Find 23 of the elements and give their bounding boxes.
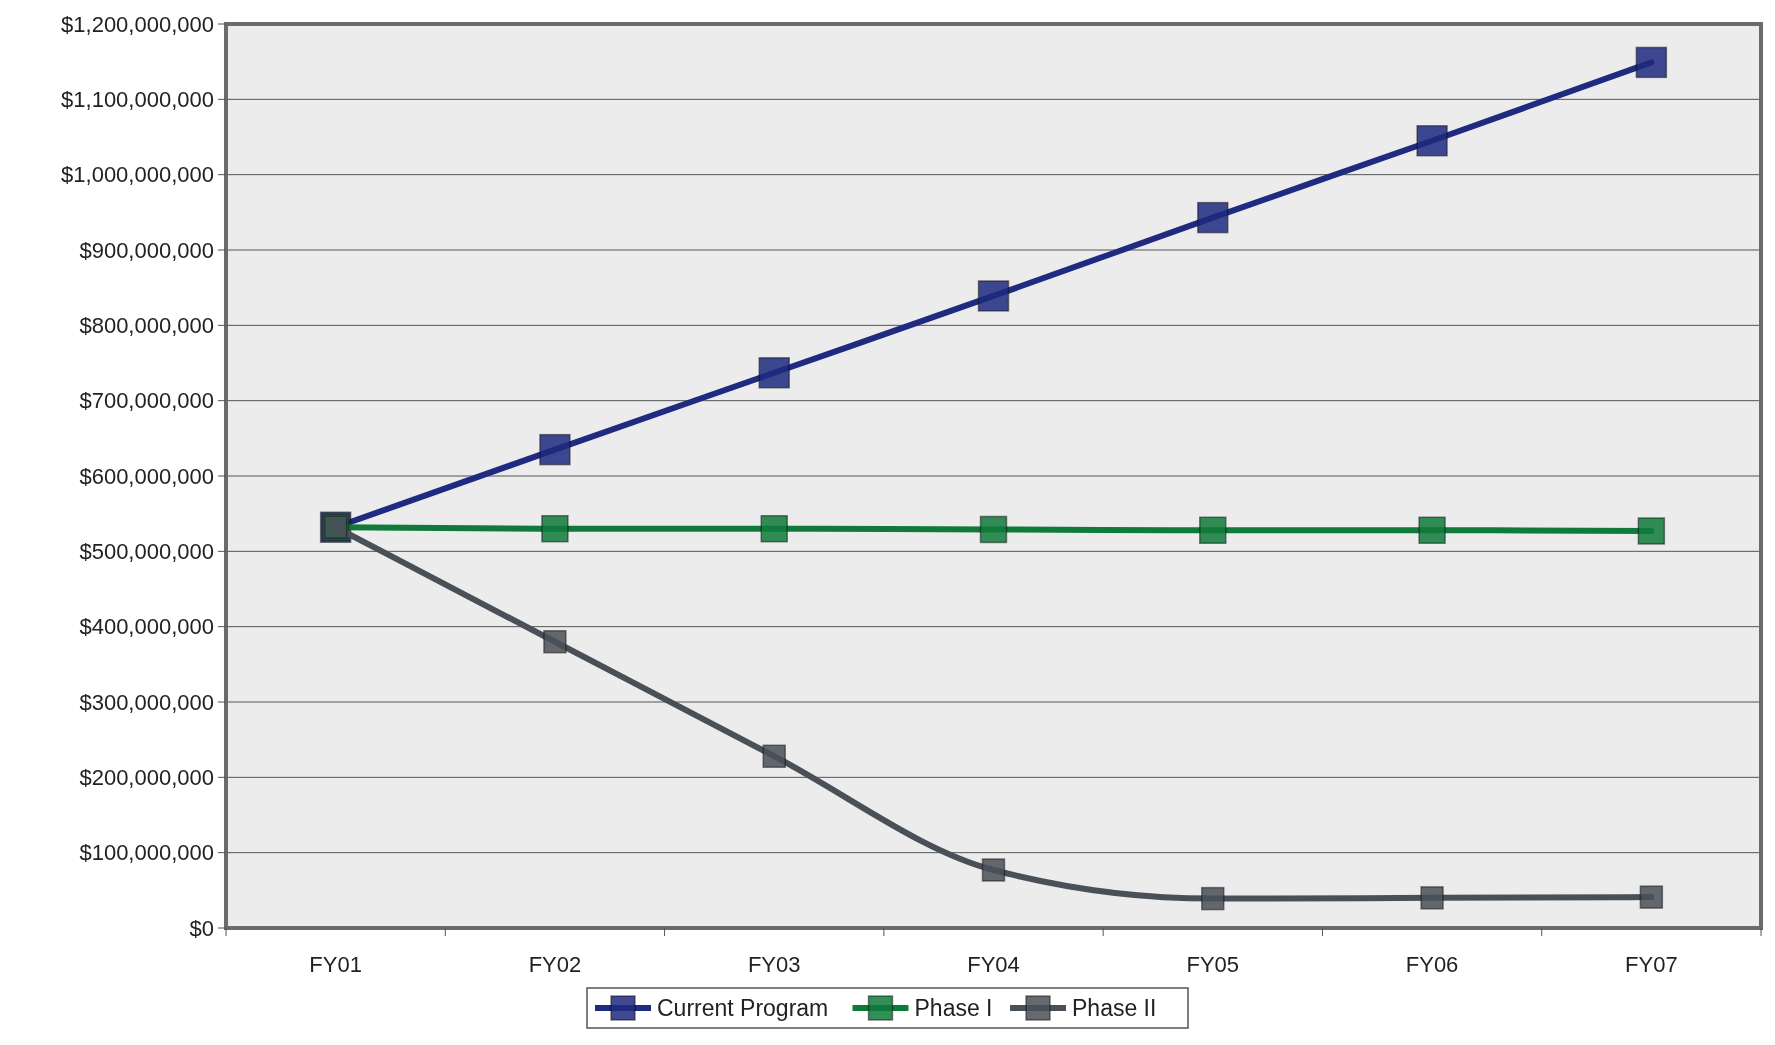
legend-label: Phase II [1072,995,1157,1022]
y-tick-label: $800,000,000 [79,313,214,339]
y-tick-label: $700,000,000 [79,388,214,414]
legend-label: Current Program [657,995,829,1022]
legend-label: Phase I [914,995,993,1022]
y-tick-label: $600,000,000 [79,463,214,489]
x-tick-label: FY05 [1186,952,1240,977]
x-tick-label: FY01 [309,952,362,977]
x-tick-label: FY04 [967,952,1020,977]
y-tick-label: $1,200,000,000 [61,11,214,37]
y-tick-label: $1,000,000,000 [61,162,214,188]
y-tick-label: $200,000,000 [79,765,214,791]
y-tick-label: $300,000,000 [79,689,214,715]
y-tick-label: $0 [189,915,214,941]
x-tick-label: FY03 [747,952,801,977]
y-tick-label: $100,000,000 [79,840,214,866]
x-tick-label: FY06 [1405,952,1459,977]
x-tick-label: FY07 [1625,952,1678,977]
x-tick-label: FY02 [528,952,582,977]
y-tick-label: $400,000,000 [79,614,214,640]
y-tick-label: $900,000,000 [79,237,214,263]
y-tick-label: $1,100,000,000 [61,87,214,113]
y-tick-label: $500,000,000 [79,539,214,565]
